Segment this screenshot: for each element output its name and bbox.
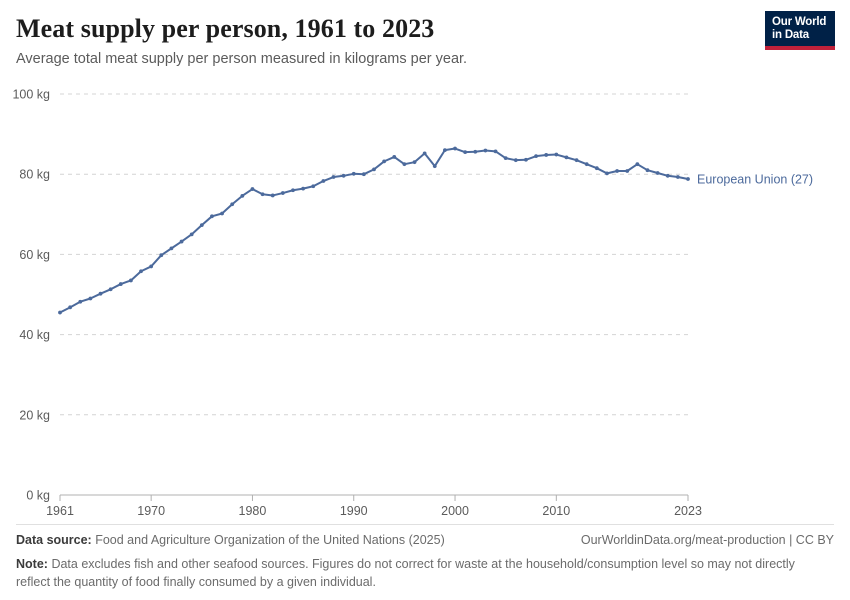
chart-plot-area: 0 kg 20 kg 40 kg 60 kg 80 kg 100 kg 1961 1970 19… [0,78,850,519]
series-data-point [422,151,427,156]
chart-header: Meat supply per person, 1961 to 2023 Ave… [16,14,756,68]
series-line [59,147,689,314]
data-source-text: Food and Agriculture Organization of the… [95,533,445,547]
series-data-point [98,291,103,296]
series-data-point [503,156,508,161]
series-data-point [331,175,336,179]
series-data-point [534,154,538,159]
series-data-point [220,211,224,216]
x-axis-tick-label: 1980 [239,504,267,518]
note-label: Note: [16,557,48,572]
note-text: Data excludes fish and other seafood sou… [16,557,795,589]
series-data-point [402,162,407,167]
y-axis-tick-label: 100 kg [12,88,50,102]
series-data-point [311,184,316,189]
series-data-point [544,153,549,157]
x-axis-tick-label: 2000 [441,504,469,518]
series-data-point [625,169,630,173]
series-data-point [68,305,73,310]
series-data-point [473,149,478,154]
series-data-point [665,173,670,178]
series-data-point [635,162,640,167]
series-data-point [453,146,457,151]
series-data-point [524,157,528,162]
series-data-point [291,188,295,193]
y-axis-tick-label: 20 kg [19,408,50,422]
series-data-point [301,186,305,191]
series-data-point [584,162,589,167]
series-data-point [361,172,366,177]
series-data-point [564,155,569,160]
y-axis-tick-label: 80 kg [19,168,50,182]
series-data-point [250,187,255,191]
series-data-point [392,155,397,159]
data-source: Data source: Food and Agriculture Organi… [16,532,445,548]
series-data-point [88,296,93,301]
series-data-point [199,223,204,228]
series-data-point [443,148,447,153]
series-data-point [240,193,245,198]
series-data-point [605,171,609,176]
series-data-point [675,175,680,179]
chart-note: Note: Data excludes fish and other seafo… [16,556,828,591]
series-data-point [179,239,184,244]
series-data-point [493,149,498,154]
line-chart-svg: 0 kg 20 kg 40 kg 60 kg 80 kg 100 kg 1961 1970 19… [12,88,813,519]
series-data-point [230,202,235,207]
x-axis-tick-label: 1970 [137,504,165,518]
y-axis-tick-label: 0 kg [26,489,50,503]
source-link[interactable]: OurWorldinData.org/meat-production | CC … [580,533,834,547]
series-data-point [412,160,417,165]
series-data-point [483,148,488,153]
series-data-point [574,158,579,163]
x-axis-tick-label: 1990 [340,504,368,518]
y-axis-tick-label: 40 kg [19,328,50,342]
series-data-point [513,158,518,163]
page-title: Meat supply per person, 1961 to 2023 [16,14,435,43]
series-data-point [169,246,174,251]
y-axis-tick-label: 60 kg [19,248,50,262]
series-data-point [686,177,690,181]
series-data-point [270,193,275,198]
series-data-point [463,150,468,155]
x-axis-tick-label: 2023 [674,504,702,518]
series-legend-label[interactable]: European Union (27) [697,173,813,187]
series-data-point [108,287,113,292]
logo-line-1: Our World [772,16,827,28]
series-data-point [189,232,194,237]
series-data-point [58,310,62,315]
series-data-point [382,159,387,164]
series-data-point [554,152,559,157]
footer-source-row: Data source: Food and Agriculture Organi… [16,532,834,548]
series-data-point [78,299,83,304]
x-axis-tick-label: 1961 [46,504,74,518]
series-data-point [432,164,437,169]
series-data-point [645,168,650,173]
series-data-point [129,278,133,283]
series-data-point [280,191,285,195]
series-data-point [159,253,164,258]
series-data-point [260,192,265,197]
chart-subtitle: Average total meat supply per person mea… [16,50,468,67]
series-data-point [149,264,154,269]
series-data-point [655,171,660,175]
series-data-point [594,166,599,171]
series-data-point [615,169,619,173]
chart-footer: Data source: Food and Agriculture Organi… [16,524,834,591]
series-data-point [118,282,123,286]
data-source-label: Data source: [16,533,92,547]
series-data-point [341,173,346,178]
series-data-point [139,269,143,274]
logo-line-2: in Data [772,28,809,41]
our-world-in-data-logo[interactable]: Our World in Data [765,11,835,50]
x-axis-tick-label: 2010 [542,504,570,518]
series-data-point [351,171,356,176]
series-data-point [210,214,214,219]
series-data-point [321,179,326,183]
series-data-point [372,167,376,172]
